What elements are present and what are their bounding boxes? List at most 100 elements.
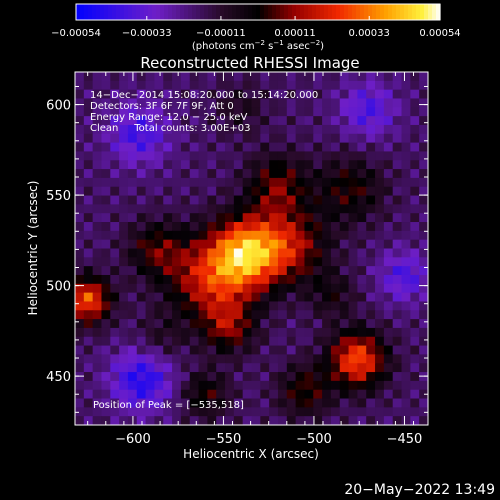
heatmap-cell <box>304 222 314 232</box>
heatmap-cell <box>322 133 332 144</box>
heatmap-cell <box>207 222 217 232</box>
heatmap-cell <box>366 389 376 400</box>
heatmap-cell <box>75 177 85 188</box>
heatmap-cell <box>189 239 200 249</box>
colorbar-cell <box>380 4 385 20</box>
heatmap-cell <box>357 213 367 223</box>
heatmap-cell <box>189 248 200 258</box>
heatmap-cell <box>392 372 403 382</box>
heatmap-cell <box>392 363 403 373</box>
heatmap-cell <box>339 204 350 214</box>
heatmap-cell <box>233 283 244 294</box>
heatmap-cell <box>348 292 358 302</box>
heatmap-cell <box>207 230 217 241</box>
heatmap-cell <box>322 327 332 338</box>
heatmap-cell <box>366 98 376 108</box>
heatmap-cell <box>339 89 350 99</box>
heatmap-cell <box>251 107 261 117</box>
heatmap-cell <box>339 80 350 91</box>
heatmap-cell <box>322 301 332 311</box>
heatmap-cell <box>83 416 94 426</box>
heatmap-cell <box>101 177 111 188</box>
heatmap-cell <box>216 98 226 108</box>
heatmap-cell <box>198 372 208 382</box>
heatmap-cell <box>348 266 358 276</box>
heatmap-cell <box>392 336 403 347</box>
heatmap-cell <box>322 160 332 170</box>
heatmap-cell <box>322 72 332 82</box>
heatmap-cell <box>383 248 394 258</box>
heatmap-cell <box>189 124 200 135</box>
heatmap-cell <box>330 151 341 161</box>
heatmap-cell <box>172 169 182 179</box>
heatmap-cell <box>419 89 429 99</box>
heatmap-cell <box>410 230 420 241</box>
heatmap-cell <box>401 372 411 382</box>
heatmap-cell <box>322 151 332 161</box>
heatmap-cell <box>269 116 279 126</box>
heatmap-cell <box>189 89 200 99</box>
heatmap-cell <box>401 301 411 311</box>
heatmap-cell <box>172 389 182 400</box>
heatmap-cell <box>260 274 270 285</box>
heatmap-cell <box>392 319 403 329</box>
heatmap-cell <box>225 292 235 302</box>
heatmap-cell <box>180 142 191 152</box>
heatmap-cell <box>207 72 217 82</box>
heatmap-cell <box>145 72 155 82</box>
colorbar-cell <box>424 4 429 20</box>
heatmap-cell <box>304 160 314 170</box>
heatmap-cell <box>154 372 164 382</box>
heatmap-cell <box>383 257 394 267</box>
heatmap-cell <box>419 177 429 188</box>
heatmap-cell <box>260 151 270 161</box>
heatmap-cell <box>375 177 385 188</box>
heatmap-cell <box>92 389 102 400</box>
heatmap-cell <box>145 186 155 197</box>
heatmap-cell <box>260 204 270 214</box>
heatmap-cell <box>366 266 376 276</box>
heatmap-cell <box>313 213 323 223</box>
heatmap-cell <box>225 274 235 285</box>
heatmap-cell <box>110 372 120 382</box>
heatmap-cell <box>304 186 314 197</box>
heatmap-cell <box>75 274 85 285</box>
heatmap-cell <box>83 398 94 408</box>
heatmap-cell <box>225 186 235 197</box>
colorbar-cell <box>232 4 237 20</box>
heatmap-cell <box>92 160 102 170</box>
heatmap-cell <box>295 204 305 214</box>
heatmap-cell <box>145 292 155 302</box>
heatmap-cell <box>83 142 94 152</box>
heatmap-cell <box>277 354 288 364</box>
heatmap-cell <box>92 213 102 223</box>
heatmap-cell <box>163 107 173 117</box>
heatmap-cell <box>216 257 226 267</box>
heatmap-cell <box>136 107 147 117</box>
colorbar-cell <box>144 4 149 20</box>
heatmap-cell <box>233 142 244 152</box>
heatmap-cell <box>277 107 288 117</box>
heatmap-cell <box>277 222 288 232</box>
heatmap-cell <box>216 213 226 223</box>
heatmap-cell <box>225 398 235 408</box>
heatmap-cell <box>269 89 279 99</box>
heatmap-cell <box>75 310 85 320</box>
heatmap-cell <box>313 177 323 188</box>
heatmap-cell <box>216 416 226 426</box>
heatmap-cell <box>269 283 279 294</box>
heatmap-cell <box>357 222 367 232</box>
heatmap-cell <box>313 407 323 417</box>
heatmap-cell <box>101 89 111 99</box>
heatmap-cell <box>83 345 94 355</box>
heatmap-cell <box>172 72 182 82</box>
heatmap-cell <box>233 310 244 320</box>
heatmap-cell <box>419 213 429 223</box>
heatmap-cell <box>383 98 394 108</box>
heatmap-cell <box>101 345 111 355</box>
heatmap-cell <box>172 177 182 188</box>
colorbar-cell <box>352 4 357 20</box>
heatmap-cell <box>83 248 94 258</box>
heatmap-cell <box>304 257 314 267</box>
heatmap-cell <box>136 213 147 223</box>
